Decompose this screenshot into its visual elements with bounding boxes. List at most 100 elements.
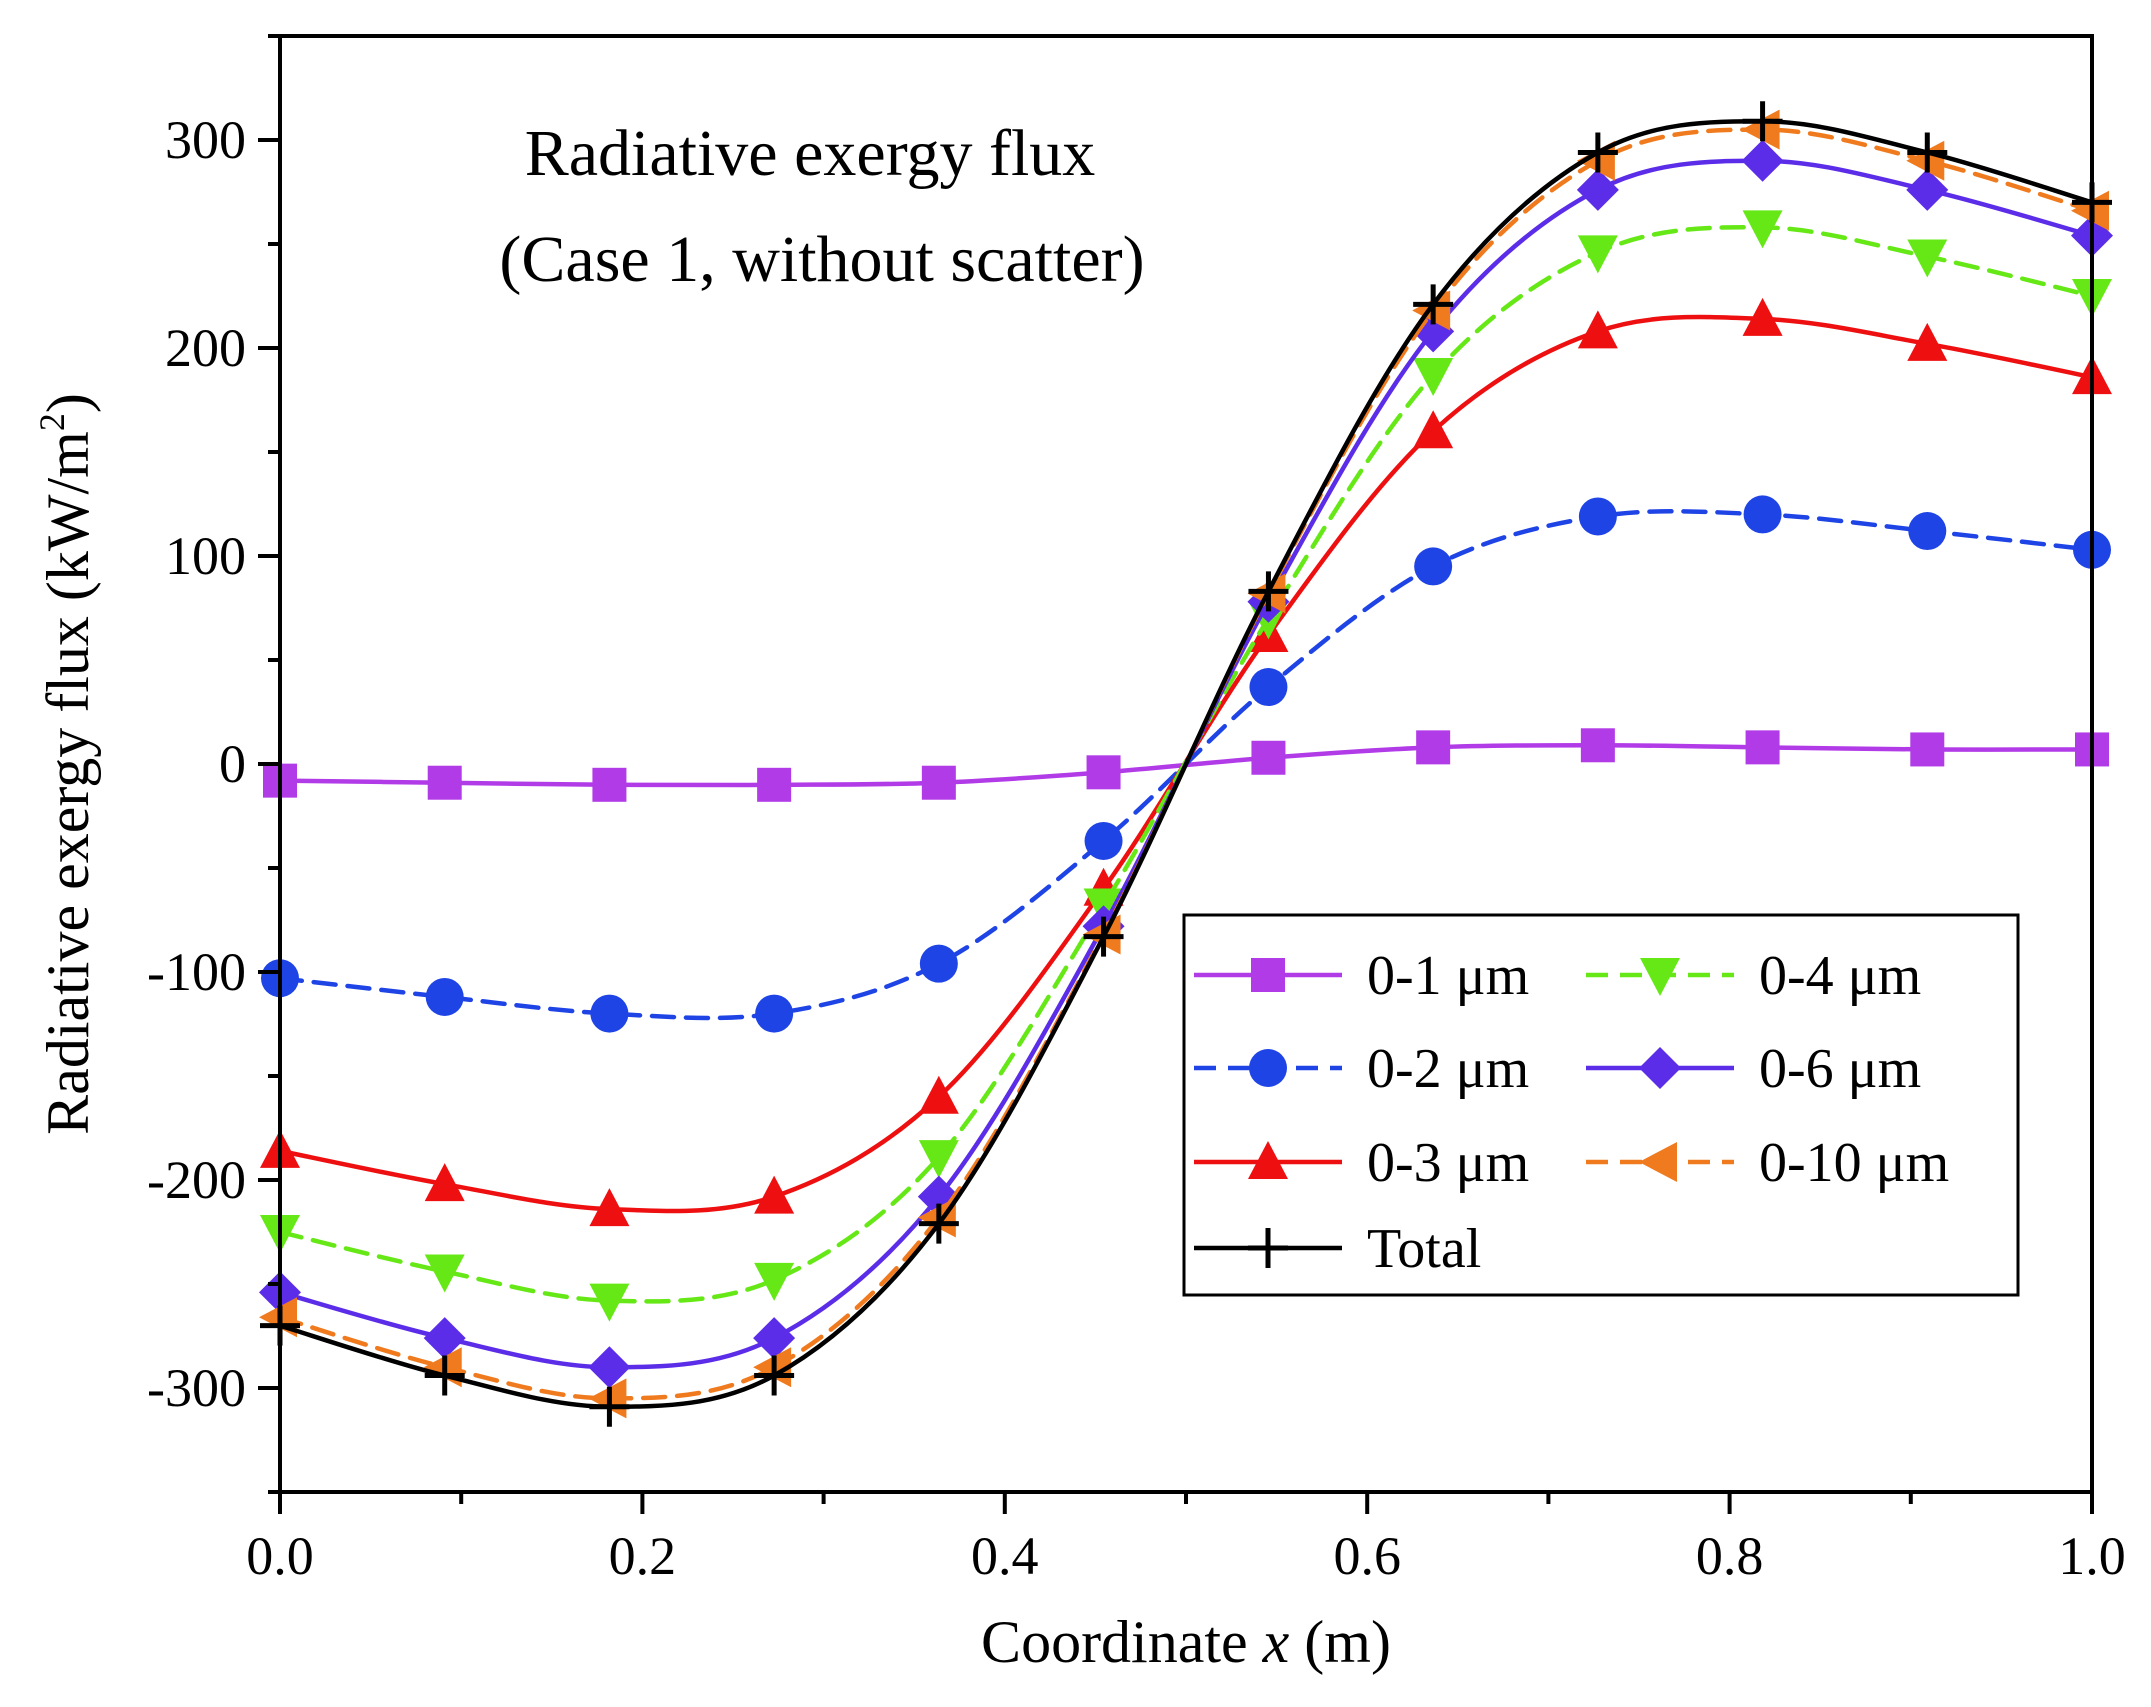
y-tick-label-5: 100: [165, 526, 246, 586]
series-1-point-2: [427, 765, 462, 800]
series-4-point-4: [754, 1262, 795, 1301]
legend-item-5: 0-6 μm: [1586, 1038, 1921, 1100]
series-2-point-9: [1578, 497, 1617, 536]
series-4-point-5: [918, 1140, 959, 1179]
y-axis-title-part-3: ): [35, 393, 101, 413]
series-2-point-6: [1084, 821, 1123, 860]
legend-swatch-marker-5: [1639, 1047, 1681, 1089]
legend-swatch-marker-7: [1248, 1228, 1288, 1268]
chart-title: Radiative exergy flux: [525, 117, 1096, 190]
legend-swatch-marker-6: [1639, 1142, 1677, 1182]
legend-swatch-marker-1: [1251, 958, 1285, 992]
series-7-point-11: [1907, 132, 1948, 173]
legend-swatch-marker-3: [1248, 1141, 1288, 1179]
legend-item-1: 0-1 μm: [1194, 945, 1529, 1007]
series-4-point-10: [1742, 210, 1783, 249]
x-tick-label-5: 0.8: [1696, 1526, 1764, 1586]
y-axis-title-superscript: 2: [32, 413, 72, 431]
series-7-point-9: [1577, 132, 1618, 173]
series-3-point-5: [918, 1075, 959, 1114]
series-1-point-8: [1416, 730, 1451, 765]
series-5-point-10: [1741, 139, 1784, 182]
series-7-point-7: [1248, 571, 1289, 612]
y-tick-label-4: 0: [219, 734, 246, 794]
series-2-point-5: [919, 944, 958, 983]
x-axis-title-part-3: (m): [1289, 1609, 1391, 1675]
series-7-point-5: [918, 1203, 959, 1244]
legend-swatch-marker-4: [1640, 958, 1680, 996]
series-2-point-7: [1249, 668, 1288, 707]
legend-label-7: Total: [1367, 1218, 1481, 1280]
series-2-point-3: [590, 994, 629, 1033]
series-7-point-6: [1083, 916, 1124, 957]
legend-item-3: 0-3 μm: [1194, 1132, 1529, 1194]
series-3-point-2: [424, 1163, 465, 1202]
series-5-point-9: [1576, 168, 1619, 211]
series-5-point-4: [753, 1317, 796, 1360]
y-axis-title-part-1: Radiative exergy flux (kW/m: [35, 431, 101, 1135]
series-layer: [259, 101, 2113, 1427]
series-7-point-8: [1413, 284, 1454, 325]
series-4-point-8: [1413, 358, 1454, 397]
series-2-point-10: [1743, 495, 1782, 534]
series-2-point-8: [1414, 547, 1453, 586]
series-1-point-3: [592, 767, 627, 802]
y-tick-label-3: -100: [147, 942, 246, 1002]
axes-layer: 0.0 0.2 0.4 0.6 0.8 1.0 -300 -200 -100 0 100 200 300…: [32, 34, 2126, 1675]
series-7-point-10: [1742, 101, 1783, 142]
legend-label-1: 0-1 μm: [1367, 945, 1529, 1007]
series-4-point-3: [589, 1283, 630, 1322]
series-2-point-2: [425, 977, 464, 1016]
y-tick-label-6: 200: [165, 318, 246, 378]
series-3-point-11: [1907, 322, 1948, 361]
series-4-point-9: [1577, 235, 1618, 274]
y-tick-label-2: -200: [147, 1150, 246, 1210]
series-3-point-8: [1413, 410, 1454, 449]
series-2-point-4: [755, 994, 794, 1033]
series-1-point-6: [1086, 755, 1121, 790]
series-7-point-2: [424, 1355, 465, 1396]
legend-item-2: 0-2 μm: [1194, 1038, 1529, 1100]
x-tick-label-4: 0.6: [1333, 1526, 1401, 1586]
series-1-point-10: [1745, 730, 1780, 765]
series-3-point-9: [1577, 310, 1618, 349]
y-tick-label-7: 300: [165, 110, 246, 170]
series-3-point-4: [754, 1175, 795, 1214]
legend-label-6: 0-10 μm: [1759, 1132, 1949, 1194]
x-axis-title: Coordinate x (m): [981, 1609, 1391, 1675]
y-tick-label-1: -300: [147, 1358, 246, 1418]
x-tick-label-3: 0.4: [971, 1526, 1039, 1586]
series-5-point-3: [588, 1346, 631, 1389]
y-axis-title: Radiative exergy flux (kW/m2): [32, 393, 101, 1135]
series-1-point-4: [757, 767, 792, 802]
series-7-point-3: [589, 1386, 630, 1427]
legend-box: [1182, 913, 2020, 1297]
legend-item-6: 0-10 μm: [1586, 1132, 1949, 1194]
series-5-point-2: [423, 1317, 466, 1360]
series-1-point-11: [1910, 732, 1945, 767]
series-1-point-7: [1251, 740, 1286, 775]
series-1-point-9: [1580, 728, 1615, 763]
series-2-point-11: [1908, 512, 1947, 551]
legend-item-4: 0-4 μm: [1586, 945, 1921, 1007]
x-axis-title-part-1: Coordinate: [981, 1609, 1263, 1675]
legend: 0-1 μm 0-2 μm 0-3 μm 0-4 μm 0-6 μm 0-10 μm Tot…: [1182, 913, 2020, 1297]
series-7-point-4: [754, 1355, 795, 1396]
legend-item-7: Total: [1194, 1218, 1481, 1280]
legend-label-4: 0-4 μm: [1759, 945, 1921, 1007]
legend-label-5: 0-6 μm: [1759, 1038, 1921, 1100]
x-tick-label-6: 1.0: [2058, 1526, 2126, 1586]
series-4-point-2: [424, 1254, 465, 1293]
series-4-point-11: [1907, 239, 1948, 278]
series-1-point-5: [921, 765, 956, 800]
annotation-layer: Radiative exergy flux (Case 1, without s…: [499, 117, 1144, 296]
legend-swatch-marker-2: [1249, 1049, 1287, 1087]
chart-subtitle: (Case 1, without scatter): [499, 223, 1144, 296]
series-5-point-11: [1906, 168, 1949, 211]
legend-label-3: 0-3 μm: [1367, 1132, 1529, 1194]
x-axis-title-part-2: x: [1262, 1609, 1290, 1675]
series-3-point-3: [589, 1188, 630, 1227]
x-tick-label-2: 0.2: [609, 1526, 677, 1586]
legend-label-2: 0-2 μm: [1367, 1038, 1529, 1100]
